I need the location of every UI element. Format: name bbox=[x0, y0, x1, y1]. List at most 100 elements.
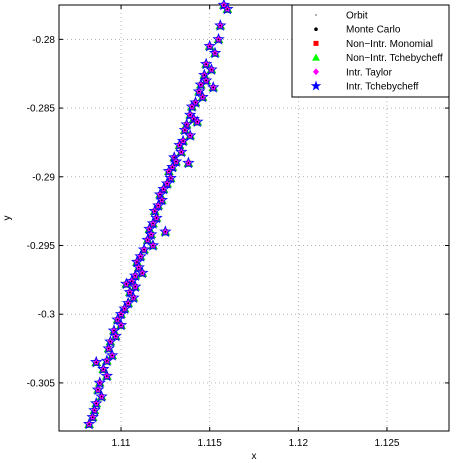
star-marker bbox=[169, 155, 183, 167]
star-marker bbox=[198, 68, 211, 81]
star-marker bbox=[137, 243, 151, 255]
dot-marker bbox=[185, 123, 188, 126]
dot-marker bbox=[105, 360, 108, 362]
dot-marker bbox=[113, 329, 115, 332]
star-marker bbox=[162, 164, 176, 177]
data-point bbox=[221, 2, 234, 15]
legend-label: Non−Intr. Tchebycheff bbox=[346, 53, 443, 64]
legend-star-marker bbox=[310, 80, 322, 91]
legend-triangle-marker bbox=[312, 53, 320, 61]
legend-label: Non−Intr. Monomial bbox=[346, 39, 433, 50]
star-marker bbox=[221, 2, 234, 15]
dot-marker bbox=[88, 423, 91, 426]
data-point bbox=[199, 57, 213, 70]
dot-marker bbox=[214, 52, 216, 54]
dot-marker bbox=[91, 416, 94, 419]
dot-marker bbox=[132, 296, 135, 299]
dot-marker bbox=[189, 134, 192, 137]
star-marker bbox=[182, 156, 195, 169]
data-point bbox=[102, 342, 115, 354]
data-point bbox=[184, 129, 197, 141]
star-marker bbox=[100, 354, 114, 367]
data-point bbox=[100, 354, 114, 367]
dot-marker bbox=[183, 129, 186, 131]
star-marker bbox=[91, 383, 105, 396]
star-marker bbox=[153, 188, 167, 200]
legend-dot-marker bbox=[314, 27, 318, 32]
star-marker bbox=[146, 217, 160, 229]
star-marker bbox=[107, 324, 121, 336]
legend-label: Intr. Taylor bbox=[346, 67, 393, 78]
dot-marker bbox=[116, 318, 119, 321]
legend-entry: Intr. Taylor bbox=[313, 67, 393, 78]
y-tick-label: -0.295 bbox=[27, 241, 56, 252]
star-marker bbox=[95, 390, 108, 402]
dot-marker bbox=[212, 86, 215, 89]
data-point bbox=[191, 115, 204, 128]
star-marker bbox=[207, 80, 220, 93]
data-point bbox=[205, 63, 218, 75]
dot-marker bbox=[105, 375, 108, 377]
legend-square-marker bbox=[313, 40, 319, 46]
star-marker bbox=[127, 291, 140, 303]
data-point bbox=[146, 217, 160, 229]
data-point bbox=[90, 397, 103, 409]
data-point bbox=[214, 19, 227, 31]
dot-marker bbox=[137, 266, 140, 269]
star-marker bbox=[129, 269, 142, 281]
star-marker bbox=[114, 318, 128, 331]
star-marker bbox=[205, 63, 218, 75]
dot-marker bbox=[182, 140, 184, 142]
star-marker bbox=[102, 342, 115, 354]
star-marker bbox=[134, 250, 147, 262]
dot-marker bbox=[134, 274, 137, 277]
dot-marker bbox=[219, 24, 222, 27]
data-point bbox=[155, 193, 168, 206]
data-point bbox=[146, 239, 160, 251]
dot-marker bbox=[152, 222, 154, 225]
data-point bbox=[207, 80, 220, 93]
star-marker bbox=[121, 296, 135, 309]
star-marker bbox=[88, 403, 101, 416]
legend-diamond-marker bbox=[313, 68, 319, 76]
legend-entry: Orbit bbox=[315, 11, 368, 22]
dot-marker bbox=[217, 38, 220, 41]
star-marker bbox=[194, 78, 207, 90]
data-point bbox=[97, 362, 110, 375]
dot-marker bbox=[196, 120, 199, 123]
dot-marker bbox=[148, 228, 151, 230]
star-marker bbox=[214, 19, 227, 31]
dot-marker bbox=[139, 255, 142, 258]
star-marker bbox=[143, 222, 156, 235]
data-point bbox=[111, 313, 124, 325]
dot-marker bbox=[123, 307, 126, 310]
data-point bbox=[90, 355, 103, 368]
star-marker bbox=[185, 100, 199, 112]
dot-marker bbox=[100, 395, 103, 398]
x-axis-label: x bbox=[252, 451, 257, 462]
data-point bbox=[199, 74, 213, 86]
y-tick-label: -0.285 bbox=[27, 104, 56, 115]
data-point bbox=[109, 329, 122, 342]
dot-marker bbox=[93, 409, 96, 412]
dot-marker bbox=[146, 239, 149, 241]
data-point bbox=[196, 90, 209, 103]
star-marker bbox=[148, 204, 161, 217]
dot-marker bbox=[205, 63, 208, 65]
star-marker bbox=[90, 355, 103, 368]
dot-marker bbox=[189, 114, 192, 116]
star-marker bbox=[93, 376, 106, 389]
data-points bbox=[82, 0, 234, 430]
star-marker bbox=[160, 177, 174, 189]
data-point bbox=[203, 39, 216, 52]
data-point bbox=[169, 155, 183, 167]
dot-marker bbox=[171, 166, 174, 169]
dot-marker bbox=[194, 101, 197, 104]
dot-marker bbox=[153, 210, 156, 213]
y-axis-label: y bbox=[2, 216, 13, 221]
star-marker bbox=[132, 260, 145, 273]
dot-marker bbox=[157, 204, 160, 207]
dot-marker bbox=[143, 248, 145, 251]
legend: Orbit Monte Carlo Non−Intr. Monomial Non−In… bbox=[291, 4, 450, 98]
legend-orbit-marker bbox=[315, 14, 317, 16]
